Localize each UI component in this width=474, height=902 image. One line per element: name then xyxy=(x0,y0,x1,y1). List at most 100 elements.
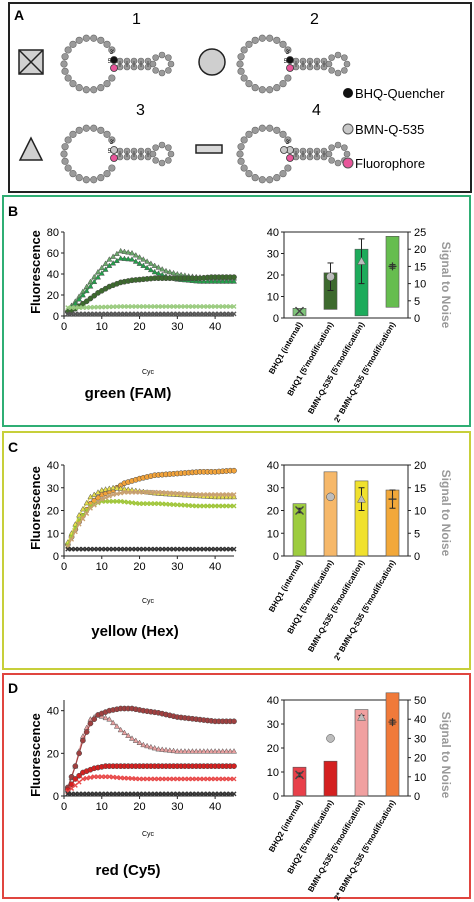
data-point xyxy=(170,747,177,754)
y2-tick-label: 20 xyxy=(414,244,426,256)
data-point xyxy=(103,495,109,501)
data-point xyxy=(231,776,237,782)
loop-bead xyxy=(97,126,105,134)
loop-bead xyxy=(279,130,287,138)
data-point xyxy=(80,791,86,797)
data-point xyxy=(212,546,218,552)
data-point xyxy=(231,503,237,509)
data-point xyxy=(121,729,128,736)
loop-bead xyxy=(97,36,105,44)
data-point xyxy=(167,501,173,507)
data-point xyxy=(155,791,161,797)
end-loop-bead xyxy=(328,144,335,151)
data-point xyxy=(76,750,82,757)
data-point xyxy=(171,490,177,496)
data-point xyxy=(106,774,112,780)
loop-bead xyxy=(251,36,259,44)
data-point xyxy=(95,311,101,317)
y2-tick-label: 0 xyxy=(414,791,420,803)
data-point xyxy=(118,304,124,310)
legend-quencher-label: BHQ-Quencher xyxy=(355,86,445,101)
end-loop-bead xyxy=(152,144,159,151)
data-point xyxy=(171,546,177,552)
legend-bmn-dot xyxy=(342,123,354,135)
end-loop-bead xyxy=(328,67,335,74)
data-point xyxy=(166,747,173,753)
loop-bead xyxy=(103,130,111,138)
data-point xyxy=(220,546,226,552)
data-point xyxy=(227,503,233,509)
y-tick-label: 10 xyxy=(267,767,279,779)
loop-bead xyxy=(237,143,245,151)
data-point xyxy=(148,776,154,782)
data-point xyxy=(144,489,150,495)
data-point xyxy=(72,791,78,797)
loop-bead xyxy=(82,34,90,42)
signal-to-noise-point xyxy=(388,495,397,504)
panel-b-caption: green (FAM) xyxy=(85,385,172,402)
triangle-icon xyxy=(18,136,44,161)
data-point xyxy=(152,776,158,782)
loop-bead xyxy=(64,74,72,82)
end-loop-bead xyxy=(158,141,166,149)
data-point xyxy=(144,791,150,797)
data-point xyxy=(227,492,233,498)
y2-tick-label: 40 xyxy=(414,714,426,726)
data-point xyxy=(148,311,154,317)
data-point xyxy=(125,791,131,797)
data-point xyxy=(94,274,102,280)
data-point xyxy=(201,503,207,509)
data-point xyxy=(95,546,101,552)
data-point xyxy=(125,732,132,738)
signal-to-noise-point xyxy=(357,494,366,503)
data-point xyxy=(98,264,105,271)
loop-bead xyxy=(90,124,98,132)
data-point xyxy=(197,503,203,509)
data-point xyxy=(167,776,173,782)
data-point xyxy=(197,304,203,310)
data-point xyxy=(231,304,237,310)
data-point xyxy=(231,311,237,317)
data-point xyxy=(171,311,177,317)
panel-b: B Fluorescence 0 20 40 60 80 0 10 20 30 40 Cyc gr… xyxy=(2,195,471,427)
data-point xyxy=(148,304,154,310)
x-tick-label: 0 xyxy=(61,801,67,813)
data-point xyxy=(91,791,97,797)
data-point xyxy=(110,546,116,552)
loop-bead xyxy=(60,60,68,68)
data-point xyxy=(80,737,86,744)
data-point xyxy=(182,791,188,797)
hairpin-probe-2: 3' 5' xyxy=(236,34,351,94)
signal-to-noise-point xyxy=(326,272,335,281)
data-point xyxy=(121,489,127,495)
data-point xyxy=(140,262,147,268)
panel-d-line-chart: 0 20 40 0 10 20 30 40 xyxy=(47,700,238,813)
data-point xyxy=(186,791,192,797)
y-tick-label: 40 xyxy=(47,706,59,718)
end-loop-bead xyxy=(341,67,348,74)
loop-bead xyxy=(284,46,292,54)
data-point xyxy=(178,791,184,797)
data-point xyxy=(201,311,207,317)
data-point xyxy=(189,546,195,552)
y-tick-label: 30 xyxy=(267,719,279,731)
y2-tick-label: 30 xyxy=(414,733,426,745)
loop-bead xyxy=(245,40,253,48)
end-loop-bead xyxy=(149,150,157,158)
y-tick-label: 40 xyxy=(267,460,279,472)
data-point xyxy=(136,254,143,260)
construct-number-4: 4 xyxy=(312,102,321,119)
data-point xyxy=(171,502,177,508)
data-point xyxy=(137,791,143,797)
data-point xyxy=(205,304,211,310)
data-point xyxy=(152,501,158,507)
y-tick-label: 60 xyxy=(47,248,59,260)
loop-bead xyxy=(61,67,69,75)
loop-bead xyxy=(266,86,274,94)
data-point xyxy=(94,268,102,275)
panel-c-line-chart: 0 10 20 30 40 0 10 20 30 40 xyxy=(47,460,238,573)
data-point xyxy=(103,791,109,797)
end-loop-bead xyxy=(334,51,342,59)
data-point xyxy=(76,296,83,302)
data-point xyxy=(87,295,94,302)
